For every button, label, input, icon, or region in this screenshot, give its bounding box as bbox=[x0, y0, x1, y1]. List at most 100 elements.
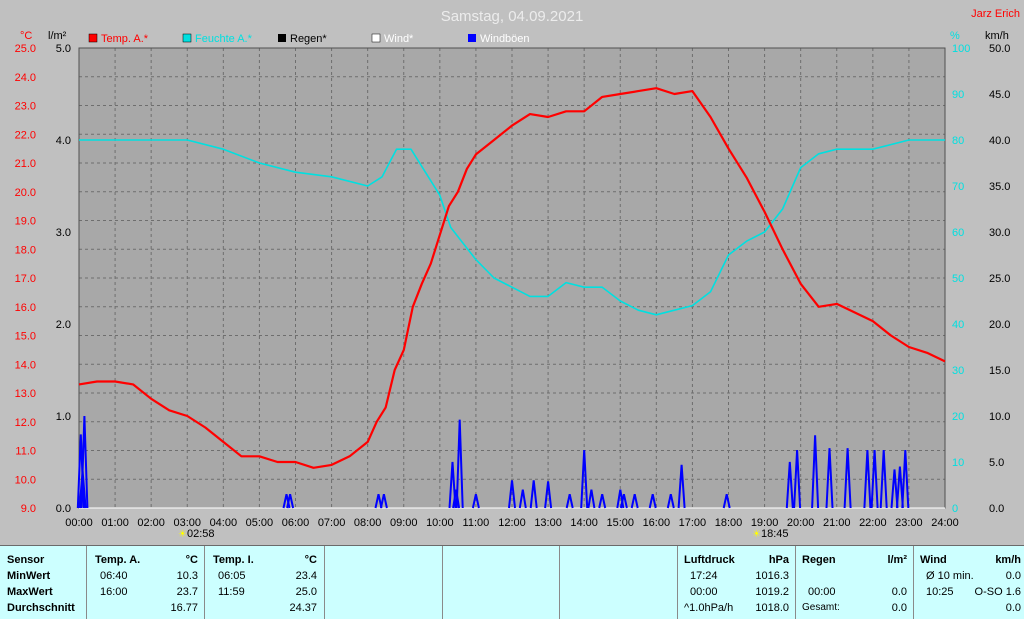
humidity-tick-label: 0 bbox=[952, 503, 958, 515]
gust-spike bbox=[455, 419, 464, 509]
col-wind: Wind km/h Ø 10 min. 0.0 10:25 O-SO 1.6 0… bbox=[914, 546, 1024, 619]
sun-icon: ☀ bbox=[178, 529, 187, 540]
humidity-tick-label: 80 bbox=[952, 135, 964, 147]
gust-spike bbox=[518, 489, 527, 509]
gust-spike bbox=[565, 493, 574, 509]
pressure-max-time: 00:00 bbox=[690, 586, 718, 598]
rain-max-val: 0.0 bbox=[891, 586, 907, 598]
pressure-trend-val: 1018.0 bbox=[755, 602, 789, 614]
temp-i-unit: °C bbox=[304, 554, 317, 566]
gust-spike bbox=[811, 435, 820, 509]
col-empty-1 bbox=[325, 546, 443, 619]
humidity-tick-label: 60 bbox=[952, 227, 964, 239]
wind-tick-label: 10.0 bbox=[989, 411, 1010, 423]
legend-label-gust: Windböen bbox=[480, 33, 530, 45]
stats-table: Sensor MinWert MaxWert Durchschnitt Temp… bbox=[0, 545, 1024, 619]
rain-unit: l/m² bbox=[887, 554, 907, 566]
rain-axis-unit: l/m² bbox=[48, 30, 67, 42]
x-tick-label: 10:00 bbox=[426, 517, 454, 529]
x-tick-label: 08:00 bbox=[354, 517, 382, 529]
temp-i-header: Temp. I. bbox=[213, 554, 254, 566]
x-tick-label: 06:00 bbox=[282, 517, 310, 529]
wind-tick-label: 15.0 bbox=[989, 365, 1010, 377]
wind-tick-label: 25.0 bbox=[989, 273, 1010, 285]
wind-min-val: 0.0 bbox=[1005, 570, 1021, 582]
x-tick-label: 17:00 bbox=[679, 517, 707, 529]
wind-tick-label: 35.0 bbox=[989, 181, 1010, 193]
humidity-tick-label: 70 bbox=[952, 181, 964, 193]
sunrise-marker: ☀ 02:58 bbox=[178, 528, 215, 540]
temp-tick-label: 23.0 bbox=[15, 101, 36, 113]
x-tick-label: 04:00 bbox=[210, 517, 238, 529]
x-tick-label: 09:00 bbox=[390, 517, 418, 529]
wind-tick-label: 40.0 bbox=[989, 135, 1010, 147]
pressure-min-time: 17:24 bbox=[690, 570, 718, 582]
maxwert-label: MaxWert bbox=[7, 586, 53, 598]
x-tick-label: 22:00 bbox=[859, 517, 887, 529]
humidity-tick-label: 30 bbox=[952, 365, 964, 377]
x-tick-label: 15:00 bbox=[606, 517, 634, 529]
wind-max-time: 10:25 bbox=[926, 586, 954, 598]
temp-axis: 9.0 10.0 11.0 12.0 13.0 14.0 15.0 16.0 17.0 18.0 1… bbox=[15, 43, 36, 515]
temp-a-min-time: 06:40 bbox=[100, 570, 128, 582]
wind-avg: 0.0 bbox=[1005, 602, 1021, 614]
humidity-tick-label: 40 bbox=[952, 319, 964, 331]
gust-spike bbox=[895, 466, 904, 509]
temp-tick-label: 25.0 bbox=[15, 43, 36, 55]
x-tick-label: 11:00 bbox=[463, 517, 490, 529]
legend-swatch-wind bbox=[371, 33, 381, 43]
wind-tick-label: 50.0 bbox=[989, 43, 1010, 55]
gust-spike bbox=[452, 489, 461, 509]
gust-spike bbox=[80, 415, 89, 509]
wind-min-label: Ø 10 min. bbox=[926, 570, 974, 582]
humidity-axis: 0 10 20 30 40 50 60 70 80 90 100 bbox=[952, 43, 970, 515]
gust-spike bbox=[863, 449, 872, 509]
gust-spike bbox=[286, 493, 295, 509]
humidity-tick-label: 100 bbox=[952, 43, 970, 55]
temp-i-min-val: 23.4 bbox=[295, 570, 317, 582]
wind-axis: 0.0 5.0 10.0 15.0 20.0 25.0 30.0 35.0 40.0 45.0 50… bbox=[989, 43, 1010, 515]
wind-axis-unit: km/h bbox=[985, 30, 1009, 42]
temp-tick-label: 24.0 bbox=[15, 72, 36, 84]
humidity-tick-label: 50 bbox=[952, 273, 964, 285]
series-temp-line bbox=[78, 87, 946, 469]
gust-spike bbox=[901, 449, 910, 509]
temp-tick-label: 15.0 bbox=[15, 331, 36, 343]
x-tick-label: 01:00 bbox=[101, 517, 129, 529]
gust-spike bbox=[793, 449, 802, 509]
rain-max-time: 00:00 bbox=[808, 586, 836, 598]
wind-unit: km/h bbox=[995, 554, 1021, 566]
gust-spike bbox=[448, 461, 457, 509]
gust-spike bbox=[471, 493, 480, 509]
wind-header: Wind bbox=[920, 554, 947, 566]
x-tick-label: 05:00 bbox=[246, 517, 274, 529]
gust-spike bbox=[587, 489, 596, 509]
temp-axis-unit: °C bbox=[20, 30, 32, 42]
temp-tick-label: 11.0 bbox=[15, 446, 36, 458]
pressure-max-val: 1019.2 bbox=[755, 586, 789, 598]
temp-a-max-time: 16:00 bbox=[100, 586, 128, 598]
rain-total-val: 0.0 bbox=[891, 602, 907, 614]
series-humidity-line bbox=[79, 139, 945, 316]
pressure-min-val: 1016.3 bbox=[755, 570, 789, 582]
sensor-header: Sensor bbox=[7, 554, 45, 566]
x-tick-label: 03:00 bbox=[173, 517, 201, 529]
temp-tick-label: 21.0 bbox=[15, 158, 36, 170]
temp-tick-label: 19.0 bbox=[15, 216, 36, 228]
x-tick-label: 23:00 bbox=[895, 517, 923, 529]
gust-spike bbox=[879, 449, 888, 509]
author-label: Jarz Erich bbox=[971, 8, 1020, 20]
gust-spike bbox=[544, 481, 553, 509]
col-sensor: Sensor MinWert MaxWert Durchschnitt bbox=[0, 546, 87, 619]
x-tick-label: 21:00 bbox=[823, 517, 851, 529]
x-tick-label: 20:00 bbox=[787, 517, 815, 529]
legend-label-wind: Wind* bbox=[384, 33, 414, 45]
temp-tick-label: 12.0 bbox=[15, 417, 36, 429]
temp-tick-label: 22.0 bbox=[15, 129, 36, 141]
legend: Temp. A.* Feuchte A.* Regen* Wind* Windb… bbox=[88, 33, 530, 45]
temp-tick-label: 13.0 bbox=[15, 388, 36, 400]
rain-axis: 0.0 1.0 2.0 3.0 4.0 5.0 bbox=[56, 43, 71, 515]
temp-tick-label: 18.0 bbox=[15, 244, 36, 256]
legend-swatch-rain bbox=[278, 34, 286, 42]
temp-a-header: Temp. A. bbox=[95, 554, 141, 566]
